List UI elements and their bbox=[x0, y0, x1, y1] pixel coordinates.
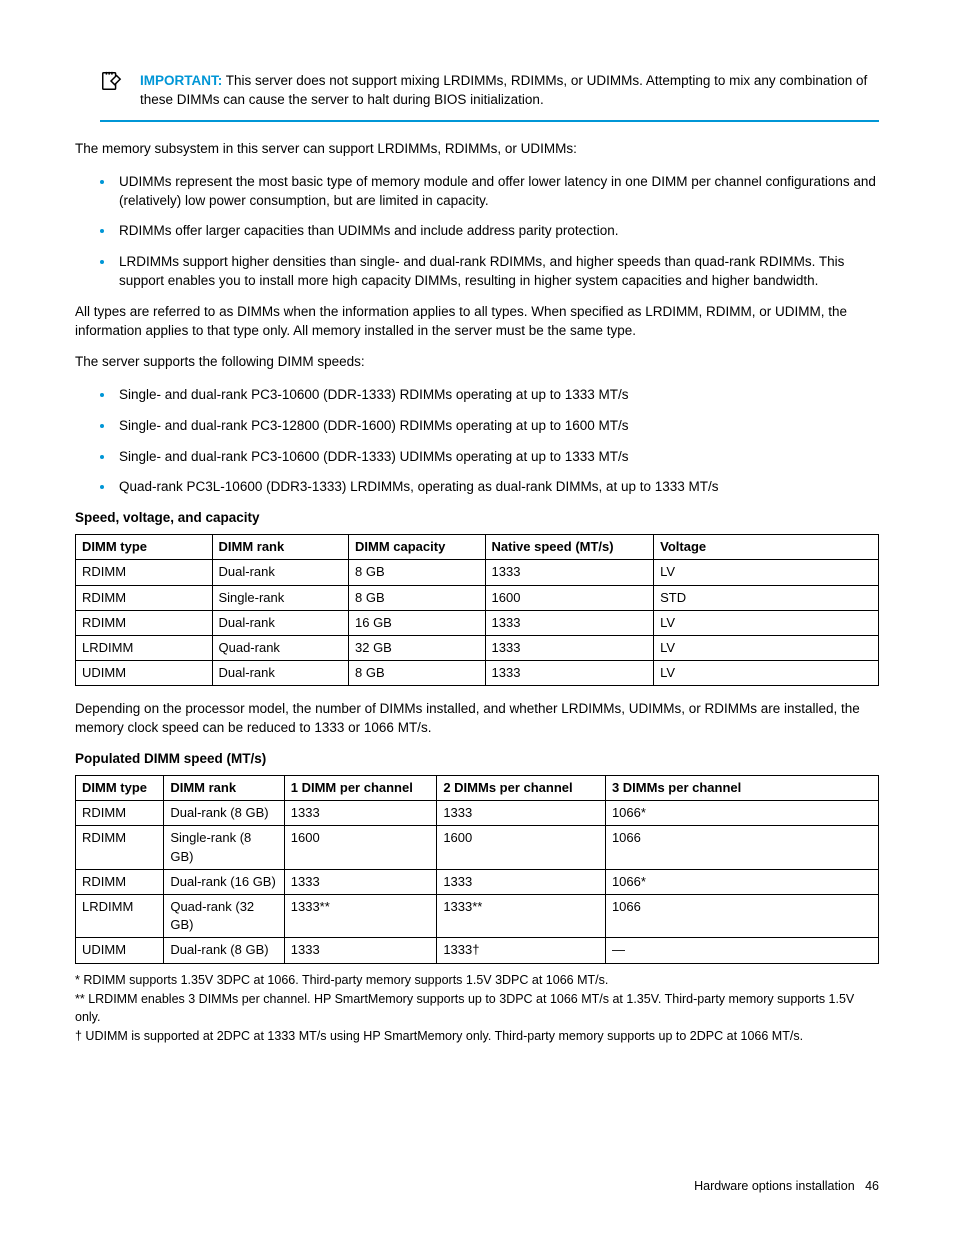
table-cell: 1066 bbox=[605, 826, 878, 869]
table-row: RDIMMDual-rank (16 GB)133313331066* bbox=[76, 869, 879, 894]
table-cell: 1333 bbox=[485, 636, 654, 661]
table-cell: RDIMM bbox=[76, 560, 213, 585]
table-cell: Dual-rank bbox=[212, 661, 349, 686]
footnote: † UDIMM is supported at 2DPC at 1333 MT/… bbox=[75, 1028, 879, 1046]
important-icon bbox=[100, 70, 140, 92]
table-cell: 1333** bbox=[437, 894, 606, 937]
table-header: DIMM rank bbox=[212, 535, 349, 560]
table-cell: 16 GB bbox=[349, 610, 486, 635]
all-types-paragraph: All types are referred to as DIMMs when … bbox=[75, 303, 879, 341]
important-label: IMPORTANT: bbox=[140, 73, 222, 88]
table-row: UDIMMDual-rank (8 GB)13331333†— bbox=[76, 938, 879, 963]
table-header: Voltage bbox=[654, 535, 879, 560]
intro-paragraph: The memory subsystem in this server can … bbox=[75, 140, 879, 159]
footer-page: 46 bbox=[865, 1179, 879, 1193]
footer-section: Hardware options installation bbox=[694, 1179, 855, 1193]
speed-list: Single- and dual-rank PC3-10600 (DDR-133… bbox=[75, 384, 879, 498]
table-row: RDIMMDual-rank8 GB1333LV bbox=[76, 560, 879, 585]
table-cell: RDIMM bbox=[76, 869, 164, 894]
table-cell: UDIMM bbox=[76, 661, 213, 686]
table-populated-speed: DIMM typeDIMM rank1 DIMM per channel2 DI… bbox=[75, 775, 879, 964]
table-cell: 1333 bbox=[437, 869, 606, 894]
table-cell: 1333 bbox=[437, 801, 606, 826]
table-cell: Quad-rank bbox=[212, 636, 349, 661]
speeds-intro-paragraph: The server supports the following DIMM s… bbox=[75, 353, 879, 372]
table-cell: 8 GB bbox=[349, 560, 486, 585]
table-cell: STD bbox=[654, 585, 879, 610]
table-header: Native speed (MT/s) bbox=[485, 535, 654, 560]
table-cell: Dual-rank bbox=[212, 610, 349, 635]
table-cell: Dual-rank bbox=[212, 560, 349, 585]
memory-types-list: UDIMMs represent the most basic type of … bbox=[75, 171, 879, 291]
table-header: 3 DIMMs per channel bbox=[605, 776, 878, 801]
footnote: * RDIMM supports 1.35V 3DPC at 1066. Thi… bbox=[75, 972, 879, 990]
table-cell: 1066* bbox=[605, 869, 878, 894]
table-row: RDIMMSingle-rank (8 GB)160016001066 bbox=[76, 826, 879, 869]
table-cell: 1333** bbox=[284, 894, 437, 937]
table-cell: 1066* bbox=[605, 801, 878, 826]
list-item: Single- and dual-rank PC3-12800 (DDR-160… bbox=[115, 415, 879, 436]
table-row: RDIMMDual-rank (8 GB)133313331066* bbox=[76, 801, 879, 826]
table-row: UDIMMDual-rank8 GB1333LV bbox=[76, 661, 879, 686]
table1-title: Speed, voltage, and capacity bbox=[75, 509, 879, 528]
table-speed-voltage-capacity: DIMM typeDIMM rankDIMM capacityNative sp… bbox=[75, 534, 879, 686]
table-header: DIMM type bbox=[76, 535, 213, 560]
table-cell: 1333† bbox=[437, 938, 606, 963]
table-cell: 1333 bbox=[284, 869, 437, 894]
table-cell: Single-rank (8 GB) bbox=[164, 826, 284, 869]
list-item: UDIMMs represent the most basic type of … bbox=[115, 171, 879, 211]
table-cell: Dual-rank (8 GB) bbox=[164, 938, 284, 963]
table-cell: 1333 bbox=[485, 560, 654, 585]
table-row: LRDIMMQuad-rank (32 GB)1333**1333**1066 bbox=[76, 894, 879, 937]
table-cell: 32 GB bbox=[349, 636, 486, 661]
table-cell: 8 GB bbox=[349, 585, 486, 610]
important-callout: IMPORTANT: This server does not support … bbox=[100, 70, 879, 122]
table-header: DIMM rank bbox=[164, 776, 284, 801]
important-text: This server does not support mixing LRDI… bbox=[140, 73, 867, 107]
table-cell: — bbox=[605, 938, 878, 963]
list-item: LRDIMMs support higher densities than si… bbox=[115, 251, 879, 291]
table-cell: 1333 bbox=[284, 938, 437, 963]
depending-paragraph: Depending on the processor model, the nu… bbox=[75, 700, 879, 738]
table-row: RDIMMDual-rank16 GB1333LV bbox=[76, 610, 879, 635]
list-item: Quad-rank PC3L-10600 (DDR3-1333) LRDIMMs… bbox=[115, 476, 879, 497]
table-cell: RDIMM bbox=[76, 801, 164, 826]
table-cell: RDIMM bbox=[76, 610, 213, 635]
table-cell: 1066 bbox=[605, 894, 878, 937]
table-cell: LRDIMM bbox=[76, 636, 213, 661]
table-cell: LV bbox=[654, 610, 879, 635]
table-cell: 1333 bbox=[485, 610, 654, 635]
footnotes: * RDIMM supports 1.35V 3DPC at 1066. Thi… bbox=[75, 972, 879, 1046]
table-header: 2 DIMMs per channel bbox=[437, 776, 606, 801]
table-cell: Quad-rank (32 GB) bbox=[164, 894, 284, 937]
table-cell: 1600 bbox=[437, 826, 606, 869]
table-row: LRDIMMQuad-rank32 GB1333LV bbox=[76, 636, 879, 661]
table-cell: Single-rank bbox=[212, 585, 349, 610]
table-cell: 1600 bbox=[284, 826, 437, 869]
table-cell: Dual-rank (16 GB) bbox=[164, 869, 284, 894]
table-row: RDIMMSingle-rank8 GB1600STD bbox=[76, 585, 879, 610]
table-cell: 8 GB bbox=[349, 661, 486, 686]
table-cell: RDIMM bbox=[76, 826, 164, 869]
table-cell: Dual-rank (8 GB) bbox=[164, 801, 284, 826]
table2-title: Populated DIMM speed (MT/s) bbox=[75, 750, 879, 769]
list-item: RDIMMs offer larger capacities than UDIM… bbox=[115, 220, 879, 241]
table-cell: RDIMM bbox=[76, 585, 213, 610]
table-cell: LRDIMM bbox=[76, 894, 164, 937]
table-cell: 1333 bbox=[485, 661, 654, 686]
table-header: DIMM type bbox=[76, 776, 164, 801]
table-cell: 1333 bbox=[284, 801, 437, 826]
table-header: 1 DIMM per channel bbox=[284, 776, 437, 801]
list-item: Single- and dual-rank PC3-10600 (DDR-133… bbox=[115, 384, 879, 405]
table-cell: LV bbox=[654, 560, 879, 585]
table-cell: LV bbox=[654, 661, 879, 686]
list-item: Single- and dual-rank PC3-10600 (DDR-133… bbox=[115, 446, 879, 467]
page-footer: Hardware options installation 46 bbox=[694, 1178, 879, 1196]
footnote: ** LRDIMM enables 3 DIMMs per channel. H… bbox=[75, 991, 879, 1026]
table-cell: UDIMM bbox=[76, 938, 164, 963]
table-cell: LV bbox=[654, 636, 879, 661]
table-cell: 1600 bbox=[485, 585, 654, 610]
table-header: DIMM capacity bbox=[349, 535, 486, 560]
